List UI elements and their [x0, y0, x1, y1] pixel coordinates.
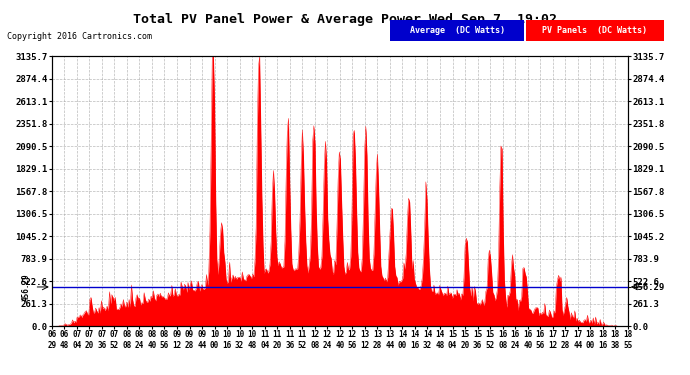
Text: Copyright 2016 Cartronics.com: Copyright 2016 Cartronics.com	[7, 32, 152, 41]
Text: PV Panels  (DC Watts): PV Panels (DC Watts)	[542, 26, 647, 35]
Text: 456.29: 456.29	[21, 273, 30, 301]
Text: Total PV Panel Power & Average Power Wed Sep 7  19:02: Total PV Panel Power & Average Power Wed…	[133, 13, 557, 26]
Text: Average  (DC Watts): Average (DC Watts)	[410, 26, 504, 35]
